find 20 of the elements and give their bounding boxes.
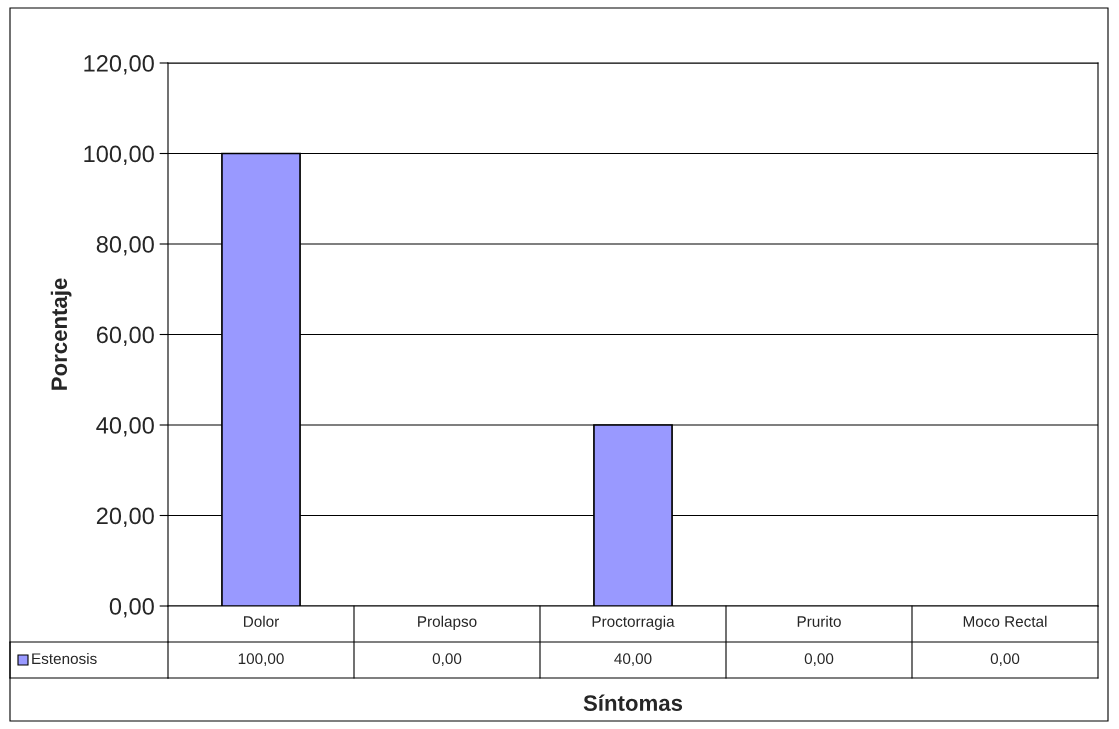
data-label: 40,00: [614, 653, 652, 666]
y-tick-label: 20,00: [96, 507, 154, 528]
data-label: 0,00: [804, 653, 834, 666]
x-tick-label: Dolor: [244, 615, 279, 627]
x-tick-label: Proctorragia: [592, 615, 675, 630]
y-tick-label: 0,00: [109, 598, 154, 618]
data-label: 0,00: [990, 653, 1020, 666]
y-tick-label: 100,00: [84, 145, 154, 166]
y-tick-label: 80,00: [96, 236, 154, 256]
y-tick-label: 40,00: [96, 417, 154, 437]
data-label: 100,00: [238, 653, 284, 666]
y-tick-label: 60,00: [96, 326, 154, 347]
x-tick-label: Prurito: [797, 615, 841, 627]
y-axis-title: Porcentaje: [50, 278, 72, 390]
x-tick-label: Moco Rectal: [963, 615, 1047, 627]
x-axis-title: Síntomas: [583, 694, 683, 711]
legend-label: Estenosis: [32, 652, 97, 665]
y-tick-label: 120,00: [84, 55, 154, 75]
x-tick-label: Prolapso: [418, 615, 477, 630]
data-label: 0,00: [432, 653, 462, 666]
